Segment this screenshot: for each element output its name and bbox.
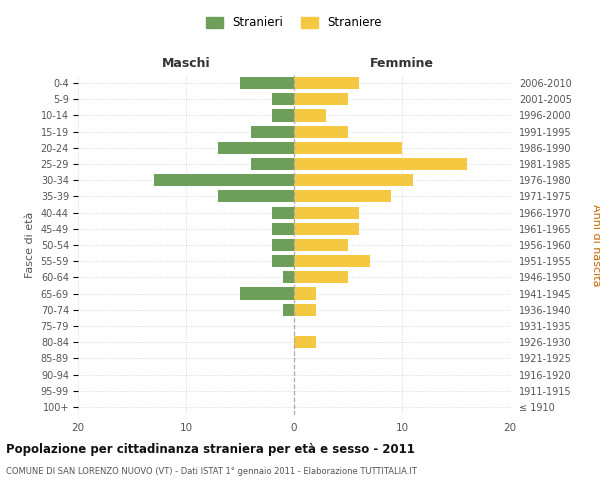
Bar	[251, 126, 294, 138]
Text: Popolazione per cittadinanza straniera per età e sesso - 2011: Popolazione per cittadinanza straniera p…	[6, 442, 415, 456]
Bar	[294, 77, 359, 89]
Bar	[272, 206, 294, 218]
Bar	[272, 110, 294, 122]
Bar	[272, 222, 294, 235]
Bar	[294, 288, 316, 300]
Bar	[294, 142, 402, 154]
Bar	[294, 206, 359, 218]
Bar	[294, 126, 348, 138]
Bar	[272, 239, 294, 251]
Bar	[294, 174, 413, 186]
Y-axis label: Anni di nascita: Anni di nascita	[592, 204, 600, 286]
Bar	[294, 93, 348, 106]
Bar	[294, 304, 316, 316]
Bar	[240, 288, 294, 300]
Bar	[294, 272, 348, 283]
Bar	[240, 77, 294, 89]
Text: Maschi: Maschi	[161, 57, 211, 70]
Y-axis label: Fasce di età: Fasce di età	[25, 212, 35, 278]
Bar	[218, 190, 294, 202]
Bar	[294, 222, 359, 235]
Text: COMUNE DI SAN LORENZO NUOVO (VT) - Dati ISTAT 1° gennaio 2011 - Elaborazione TUT: COMUNE DI SAN LORENZO NUOVO (VT) - Dati …	[6, 468, 417, 476]
Text: Femmine: Femmine	[370, 57, 434, 70]
Bar	[283, 304, 294, 316]
Bar	[294, 190, 391, 202]
Bar	[294, 255, 370, 268]
Bar	[294, 110, 326, 122]
Bar	[272, 255, 294, 268]
Legend: Stranieri, Straniere: Stranieri, Straniere	[206, 16, 382, 30]
Bar	[154, 174, 294, 186]
Bar	[251, 158, 294, 170]
Bar	[272, 93, 294, 106]
Bar	[294, 336, 316, 348]
Bar	[294, 158, 467, 170]
Bar	[218, 142, 294, 154]
Bar	[283, 272, 294, 283]
Bar	[294, 239, 348, 251]
